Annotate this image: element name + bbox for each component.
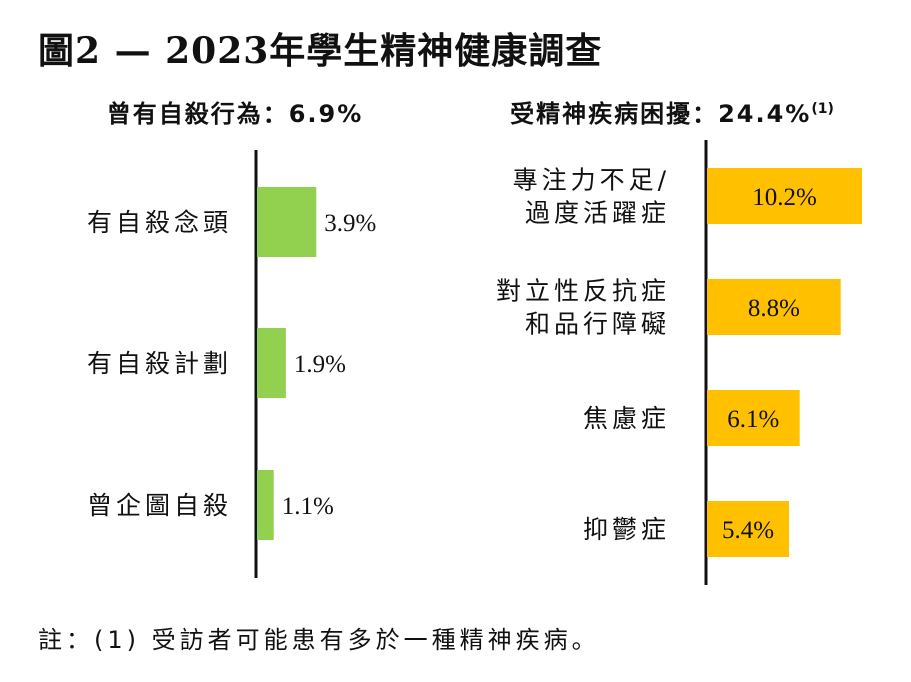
panel-title-2: 受精神疾病困擾：24.4%(1) (510, 100, 834, 128)
bar-2-4 (707, 501, 790, 557)
bar-2-3 (707, 390, 800, 446)
value-label-2-1: 10.2% (752, 184, 817, 211)
bar-1-2 (257, 328, 286, 398)
panel-title-1: 曾有自殺行為：6.9% (107, 100, 364, 128)
value-label-2-4: 5.4% (722, 517, 774, 544)
category-label-2-2-line-2: 和品行障礙 (525, 310, 670, 339)
value-label-2-3: 6.1% (727, 406, 779, 433)
category-label-2-1-line-1: 專注力不足/ (513, 166, 670, 195)
footnote: 註：(1) 受訪者可能患有多於一種精神疾病。 (38, 626, 600, 654)
category-label-1-3: 曾企圖自殺 (87, 491, 232, 520)
category-label-1-2: 有自殺計劃 (87, 349, 232, 378)
value-label-1-1: 3.9% (324, 210, 376, 237)
value-label-1-3: 1.1% (282, 493, 334, 520)
bar-2-2 (707, 279, 841, 335)
page-title: 圖2 — 2023年學生精神健康調查 (38, 30, 603, 72)
category-label-2-1-line-2: 過度活躍症 (525, 199, 670, 228)
bar-1-3 (257, 470, 274, 540)
value-label-1-2: 1.9% (294, 351, 346, 378)
category-label-1-1: 有自殺念頭 (87, 208, 232, 237)
value-label-2-2: 8.8% (748, 295, 800, 322)
category-label-2-3: 焦慮症 (583, 404, 670, 433)
bar-2-1 (707, 168, 862, 224)
category-label-2-4: 抑鬱症 (583, 515, 670, 544)
category-label-2-2-line-1: 對立性反抗症 (496, 277, 670, 306)
bar-1-1 (257, 187, 317, 257)
